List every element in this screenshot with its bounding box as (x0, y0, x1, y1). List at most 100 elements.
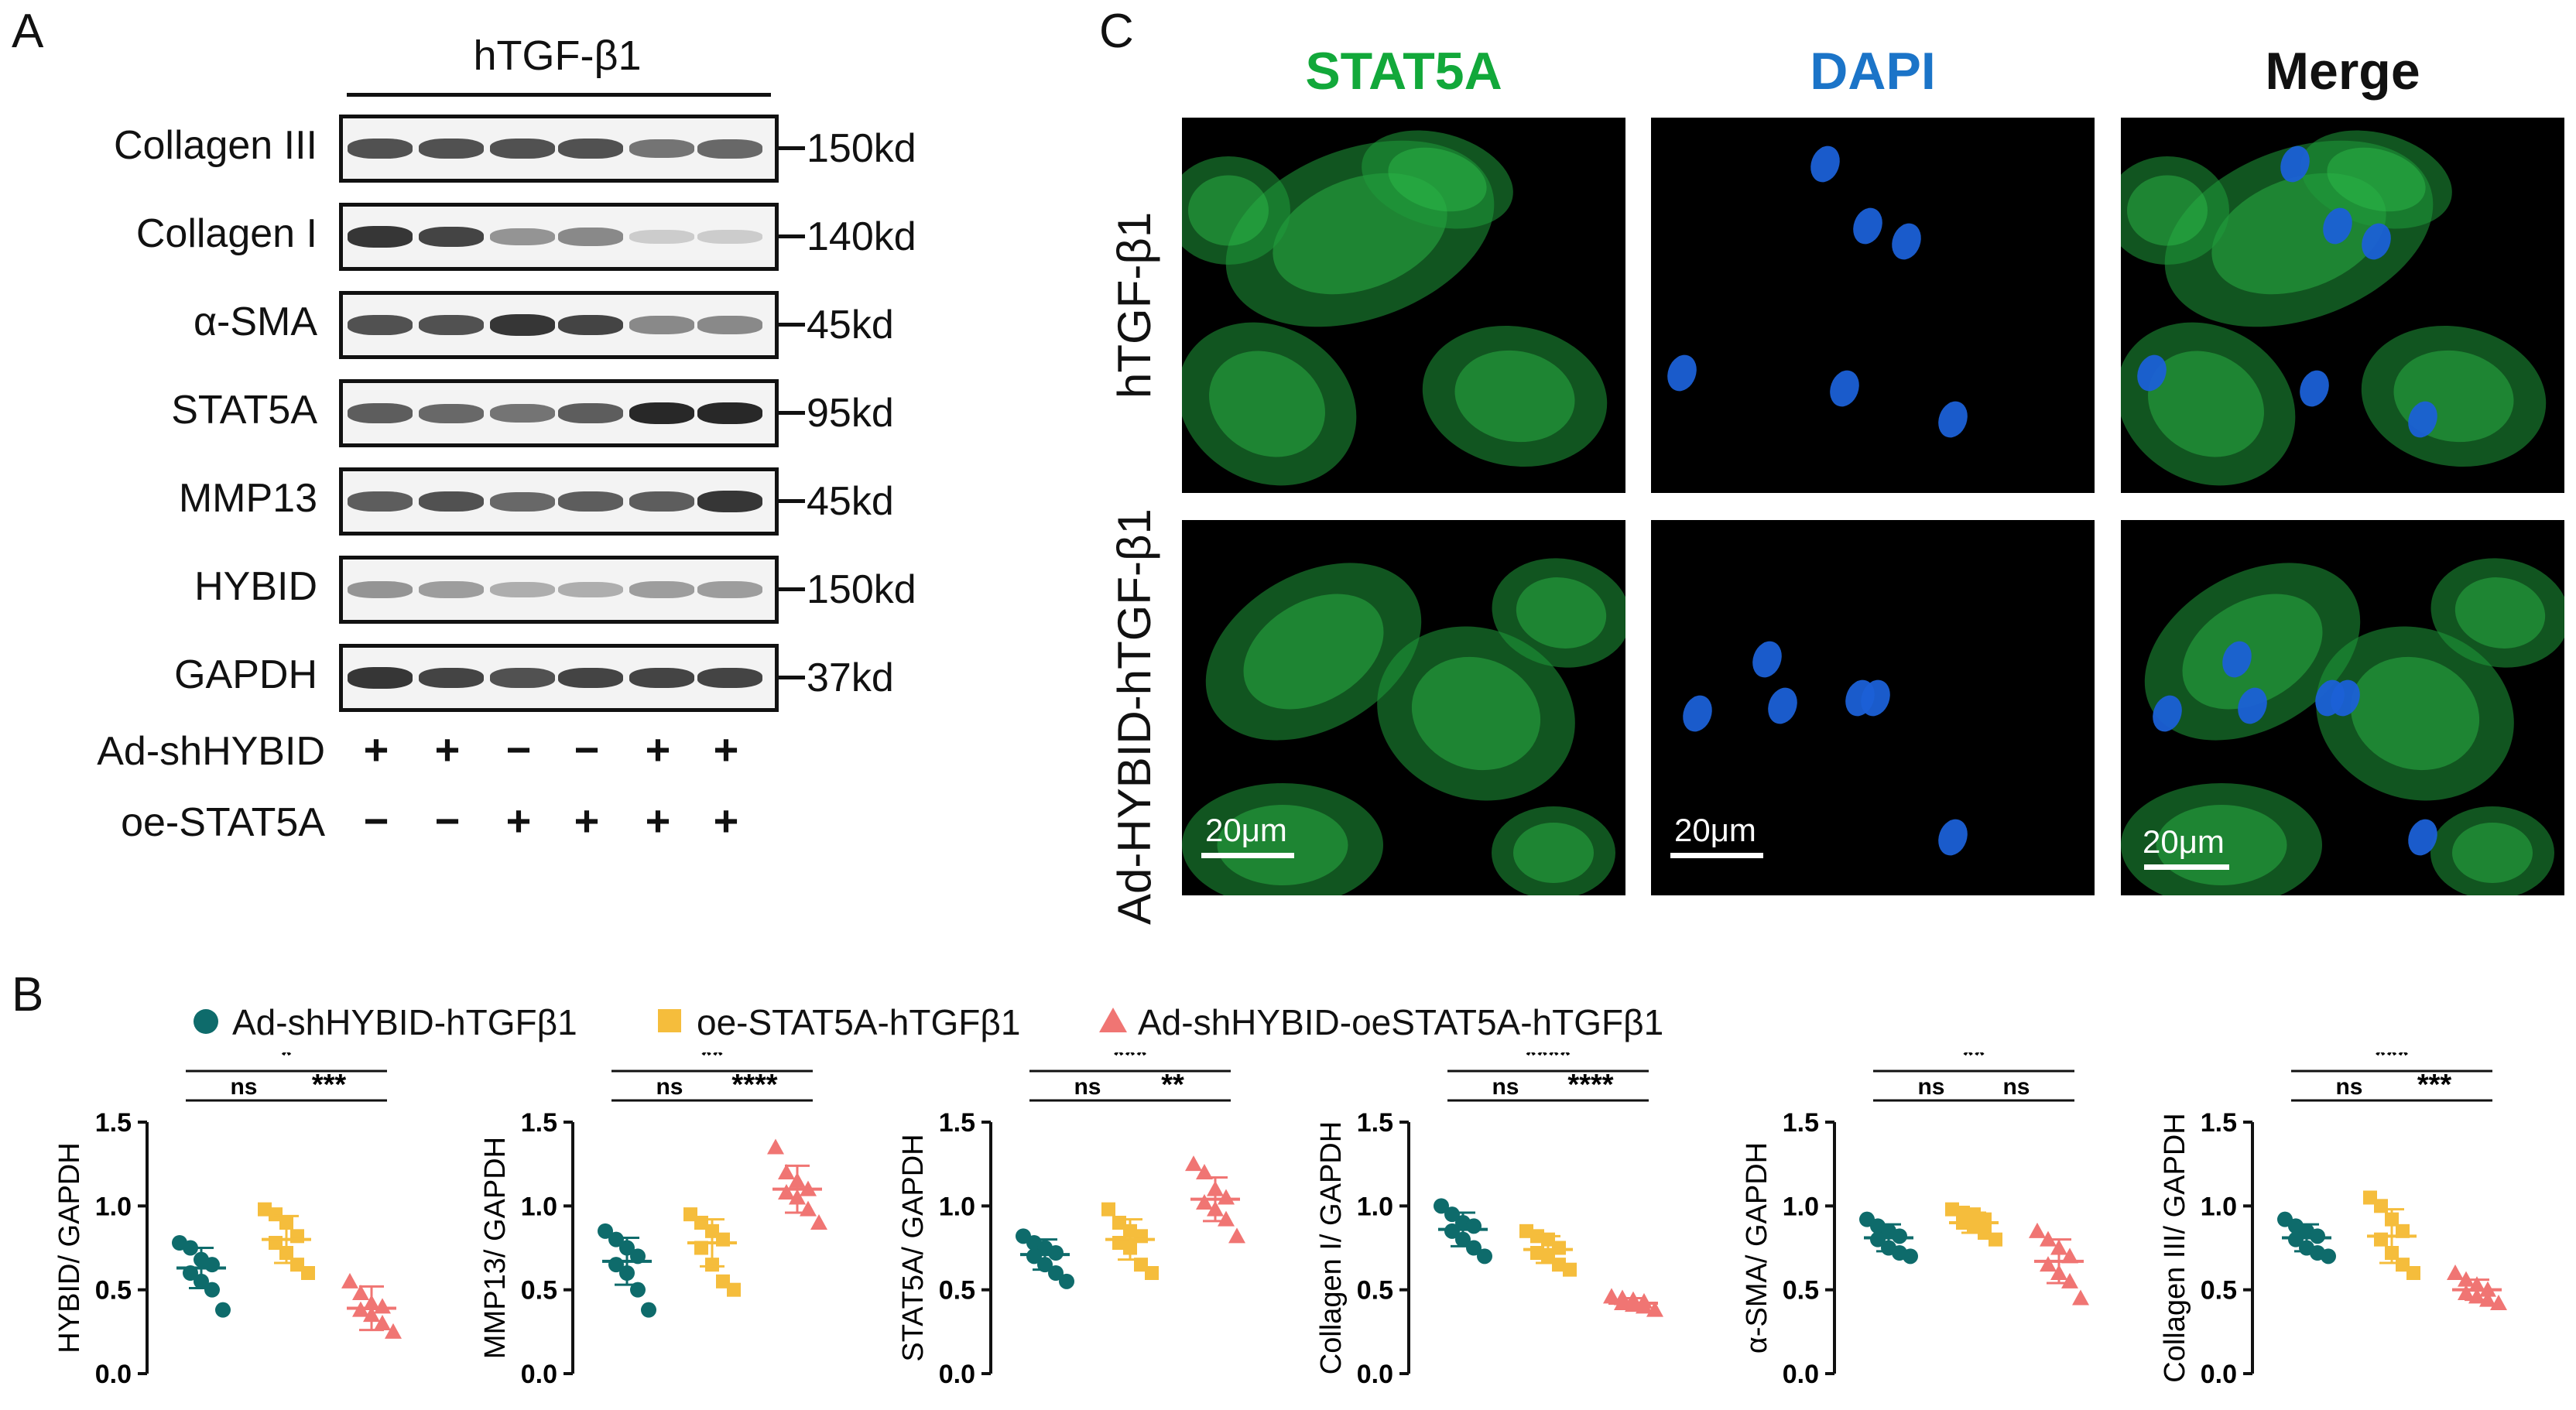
micrograph-image (2121, 558, 2564, 895)
y-tick-label: 1.5 (939, 1108, 975, 1138)
y-tick-label: 1.0 (939, 1192, 975, 1221)
nucleus (1830, 370, 1859, 407)
condition-sign: + (713, 725, 739, 774)
significance-label: *** (2375, 1052, 2410, 1072)
blot-band (629, 491, 694, 512)
cell-body (2452, 823, 2533, 883)
condition-sign: + (363, 725, 389, 774)
data-point (2029, 1222, 2046, 1238)
data-point (1945, 1202, 1959, 1217)
cell-body (2430, 558, 2564, 668)
blot-label: Collagen I (135, 211, 317, 256)
column-header: DAPI (1810, 42, 1936, 101)
data-point (1466, 1218, 1482, 1234)
cell-body (1362, 130, 1513, 229)
cell-body (1377, 626, 1575, 801)
significance-label: *** (2417, 1069, 2452, 1101)
data-point (1196, 1194, 1213, 1210)
y-tick-label: 1.5 (1357, 1108, 1393, 1138)
condition-sign: + (713, 796, 739, 845)
cell-body (2182, 594, 2323, 710)
blot-band (629, 229, 694, 245)
data-point (2061, 1247, 2078, 1264)
blot-band (490, 403, 555, 423)
micrograph-image (1683, 641, 1968, 856)
y-tick-label: 0.0 (95, 1360, 132, 1389)
kd-label: 95kd (807, 391, 894, 436)
kd-tick (779, 146, 805, 150)
y-axis-label: HYBID/ GAPDH (53, 1142, 86, 1353)
cell-body (1182, 783, 1383, 895)
nucleus (2222, 641, 2252, 678)
data-point (1196, 1164, 1213, 1179)
nucleus (2280, 145, 2310, 183)
significance-label: ns (1492, 1074, 1519, 1100)
cell-body (1188, 175, 1269, 246)
cell-body (1388, 147, 1487, 212)
data-point (778, 1164, 795, 1179)
blot-band (629, 667, 694, 689)
blot-strip (339, 203, 779, 271)
kd-label: 150kd (807, 126, 916, 171)
blot-band (697, 139, 762, 159)
scatter-chart: Collagen III/ GAPDH 0.0 0.5 1.0 1.5 ns *** *** (2159, 1052, 2507, 1389)
blot-band (558, 491, 623, 512)
blot-label: Collagen III (113, 123, 317, 168)
nucleus (2323, 207, 2352, 245)
blot-band (490, 228, 555, 246)
cell-body (1243, 594, 1384, 710)
kd-label: 150kd (807, 567, 916, 612)
kd-tick (779, 234, 805, 238)
blot-band (629, 402, 694, 424)
y-tick-label: 1.5 (521, 1108, 557, 1138)
data-point (1218, 1210, 1235, 1227)
data-point (2396, 1258, 2410, 1272)
data-point (1185, 1155, 1202, 1172)
significance-label: ns (656, 1074, 683, 1100)
data-point (778, 1184, 795, 1200)
blot-band (419, 491, 484, 512)
blot-label: GAPDH (174, 652, 317, 697)
micrograph-image (1182, 130, 1608, 486)
data-point (1646, 1301, 1663, 1317)
cell-body (1182, 156, 1290, 265)
data-point (1101, 1202, 1115, 1217)
blot-label: MMP13 (178, 476, 317, 521)
blot-band (419, 403, 484, 423)
treatment-header: hTGF-β1 (473, 33, 642, 79)
cell-body (1217, 805, 1348, 885)
data-point (2406, 1266, 2420, 1280)
kd-tick (779, 411, 805, 415)
micrograph: 20μm (2121, 520, 2564, 895)
y-tick-label: 0.5 (2201, 1276, 2237, 1306)
data-point (1444, 1223, 1460, 1239)
cell-body (1209, 351, 1325, 457)
cell-body (2361, 325, 2547, 467)
significance-label: *** (312, 1069, 347, 1101)
legend-label: Ad-shHYBID-oeSTAT5A-hTGFβ1 (1138, 1002, 1664, 1042)
data-point (204, 1257, 220, 1273)
significance-label: ** (1161, 1069, 1184, 1101)
data-point (374, 1315, 391, 1330)
nucleus (2331, 679, 2360, 717)
scale-bar (1201, 853, 1294, 858)
nucleus (1768, 687, 1797, 724)
cell-body (1492, 806, 1615, 895)
blot-band (697, 229, 762, 245)
data-point (1228, 1227, 1245, 1244)
y-tick-label: 0.5 (95, 1276, 132, 1306)
micrograph-image (1667, 145, 1968, 438)
blot-band (348, 491, 413, 512)
data-point (341, 1272, 358, 1289)
data-point (810, 1214, 827, 1230)
significance-label: ns (2002, 1074, 2030, 1100)
cell-body (2430, 806, 2554, 895)
y-tick-label: 0.0 (1357, 1360, 1393, 1389)
kd-tick (779, 499, 805, 503)
cell-body (1205, 563, 1422, 741)
blot-band (697, 581, 762, 598)
data-point (727, 1282, 741, 1297)
blot-band (629, 581, 694, 598)
